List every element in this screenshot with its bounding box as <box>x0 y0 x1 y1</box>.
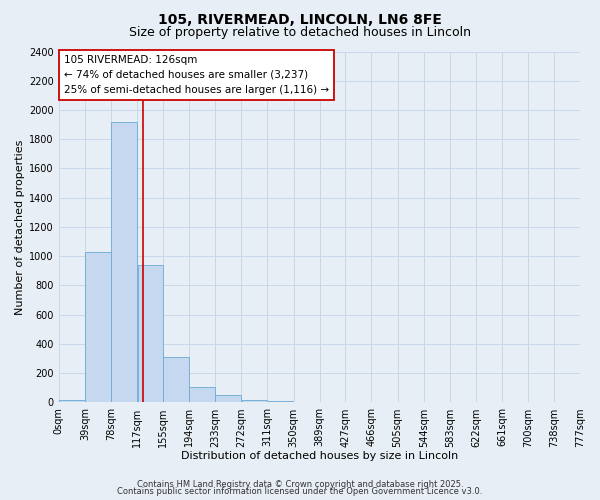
Bar <box>137 265 163 402</box>
Bar <box>59 400 85 402</box>
Y-axis label: Number of detached properties: Number of detached properties <box>15 140 25 314</box>
Bar <box>268 401 293 402</box>
Bar <box>85 252 111 402</box>
Text: Contains public sector information licensed under the Open Government Licence v3: Contains public sector information licen… <box>118 487 482 496</box>
Text: 105, RIVERMEAD, LINCOLN, LN6 8FE: 105, RIVERMEAD, LINCOLN, LN6 8FE <box>158 12 442 26</box>
Text: Contains HM Land Registry data © Crown copyright and database right 2025.: Contains HM Land Registry data © Crown c… <box>137 480 463 489</box>
Bar <box>163 357 188 403</box>
X-axis label: Distribution of detached houses by size in Lincoln: Distribution of detached houses by size … <box>181 451 458 461</box>
Bar <box>112 122 137 402</box>
Text: Size of property relative to detached houses in Lincoln: Size of property relative to detached ho… <box>129 26 471 39</box>
Text: 105 RIVERMEAD: 126sqm
← 74% of detached houses are smaller (3,237)
25% of semi-d: 105 RIVERMEAD: 126sqm ← 74% of detached … <box>64 55 329 94</box>
Bar <box>189 387 215 402</box>
Bar <box>242 400 267 402</box>
Bar <box>215 395 241 402</box>
